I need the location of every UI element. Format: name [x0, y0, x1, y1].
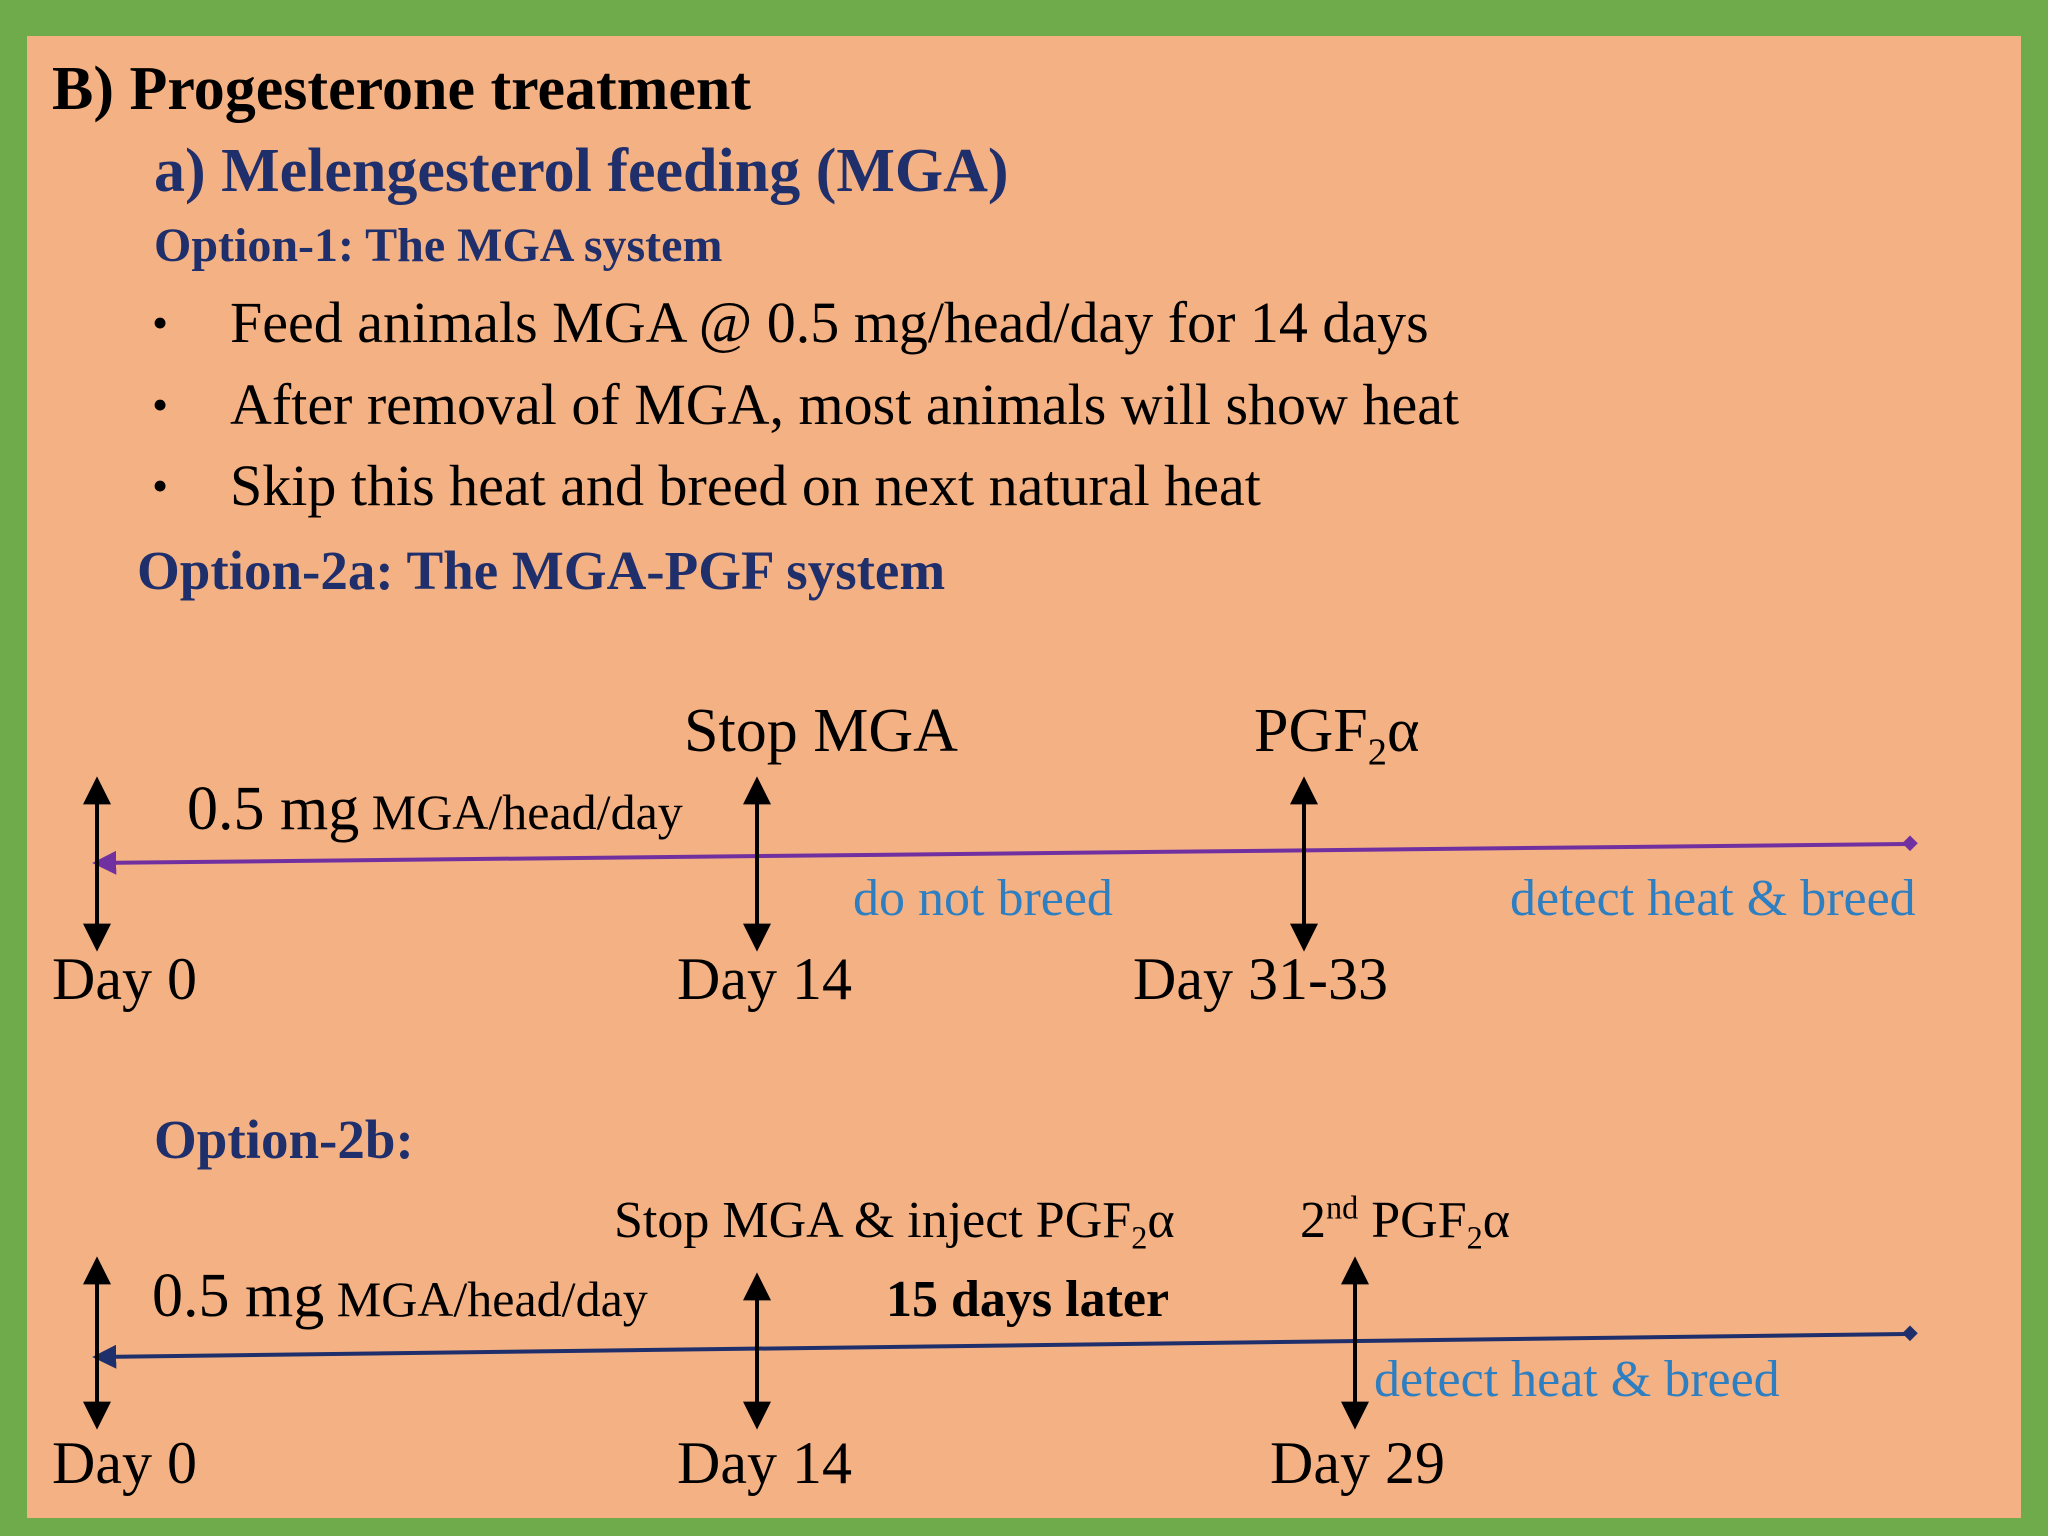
option2a-title: Option-2a: The MGA-PGF system: [137, 540, 946, 601]
option2a-event-stop: Stop MGA: [684, 697, 958, 765]
option2b-day0: Day 0: [52, 1430, 197, 1496]
bullet-icon: •: [152, 460, 169, 511]
option2a-event-pgf: PGF2α: [1254, 697, 1420, 774]
option2b-dose: 0.5 mg MGA/head/day: [152, 1262, 648, 1330]
option1-title: Option-1: The MGA system: [154, 219, 723, 272]
option2a-day31: Day 31-33: [1133, 946, 1388, 1012]
timeline-a-line: [92, 842, 1911, 875]
option2b-event-stop: Stop MGA & inject PGF2α: [614, 1192, 1175, 1256]
option2a-day0: Day 0: [52, 946, 197, 1012]
option2b-title: Option-2b:: [154, 1109, 414, 1170]
timeline-a-end-diamond: [1902, 835, 1918, 852]
bullet-text: After removal of MGA, most animals will …: [230, 372, 1460, 437]
option2b-interval: 15 days later: [886, 1271, 1170, 1328]
option2b-day14: Day 14: [677, 1430, 852, 1496]
option2a-dose: 0.5 mg MGA/head/day: [187, 775, 683, 843]
option2b-event-second: 2nd PGF2α: [1300, 1189, 1511, 1256]
bullet-icon: •: [152, 297, 169, 348]
option2b-day29: Day 29: [1270, 1430, 1445, 1496]
option2a-note-no-breed: do not breed: [853, 870, 1113, 927]
bullet-icon: •: [152, 379, 169, 430]
option2a-note-detect: detect heat & breed: [1510, 870, 1916, 927]
timeline-b-end-diamond: [1902, 1325, 1918, 1342]
option2b-note-detect: detect heat & breed: [1374, 1351, 1780, 1408]
bullet-text: Skip this heat and breed on next natural…: [230, 453, 1261, 518]
bullet-text: Feed animals MGA @ 0.5 mg/head/day for 1…: [230, 290, 1429, 355]
timeline-b-line: [92, 1332, 1911, 1369]
slide-background: [27, 36, 2021, 1518]
section-heading: B) Progesterone treatment: [52, 55, 751, 123]
subsection-heading: a) Melengesterol feeding (MGA): [154, 137, 1009, 205]
option2a-day14: Day 14: [677, 946, 852, 1012]
